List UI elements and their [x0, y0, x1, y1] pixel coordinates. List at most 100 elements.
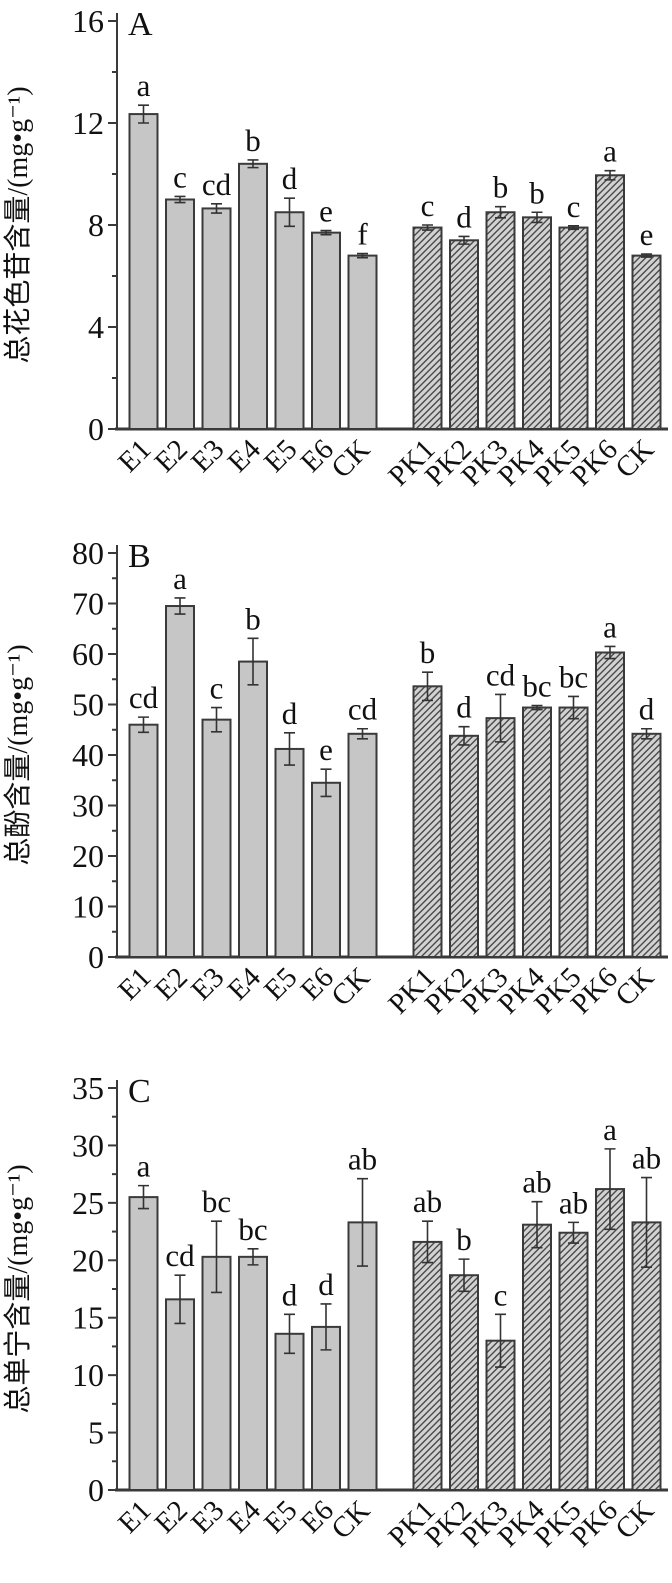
y-axis-label-A: 总花色苷含量/(mg•g⁻¹) [2, 86, 34, 363]
sig-letter-A-PK-PK4: b [529, 175, 545, 210]
bar-B-PK-PK3 [485, 717, 516, 959]
y-tick-label: 80 [72, 535, 104, 571]
y-tick-label: 50 [72, 687, 104, 723]
sig-letter-B-E-E6: e [319, 732, 333, 767]
sig-letter-C-PK-PK5: ab [559, 1185, 588, 1220]
sig-letter-A-PK-PK6: a [603, 134, 617, 169]
error-bar-A-E-E3 [211, 203, 222, 214]
error-bar-C-E-E2 [174, 1274, 186, 1325]
bar-B-PK-PK6 [595, 651, 625, 958]
sig-letter-A-E-E2: c [173, 159, 187, 194]
y-tick-label: 70 [72, 586, 104, 622]
sig-letter-B-E-E1: cd [129, 680, 159, 715]
error-bar-A-E-E6 [320, 229, 332, 236]
bar-B-PK-PK2 [449, 734, 479, 958]
error-bar-B-PK-PK4 [531, 704, 543, 711]
y-tick-label: 25 [72, 1185, 104, 1221]
bar-C-PK-PK4 [522, 1223, 552, 1492]
error-bar-C-E-CK [357, 1177, 368, 1267]
sig-letter-A-PK-PK5: c [567, 189, 581, 224]
x-label-C-E-CK: CK [325, 1494, 376, 1545]
bar-C-PK-PK6 [595, 1188, 625, 1492]
error-bar-C-PK-PK1 [422, 1220, 433, 1264]
error-bar-A-PK-PK1 [422, 224, 433, 231]
sig-letter-A-E-CK: f [357, 217, 368, 252]
bar-B-E-E5 [274, 747, 305, 958]
error-bar-A-PK-PK3 [495, 205, 506, 219]
sig-letter-B-E-CK: cd [348, 692, 378, 727]
sig-letter-C-E-E4: bc [238, 1212, 267, 1247]
panel-letter-A: A [128, 6, 153, 43]
y-tick-label: 30 [72, 1127, 104, 1163]
sig-letter-B-E-E2: a [173, 561, 187, 596]
bar-A-PK-PK2 [449, 239, 479, 430]
sig-letter-C-PK-PK4: ab [522, 1165, 551, 1200]
sig-letter-A-E-E1: a [137, 68, 151, 103]
y-tick-label: 30 [72, 788, 104, 824]
y-axis-B: 0 10 20 30 40 50 60 70 80 [72, 535, 668, 975]
bar-A-E-E6 [311, 231, 341, 430]
error-bar-C-PK-PK6 [604, 1148, 616, 1231]
sig-letter-C-PK-PK1: ab [413, 1184, 442, 1219]
sig-letter-A-E-E6: e [319, 194, 333, 229]
y-tick-label: 15 [72, 1300, 104, 1336]
sig-letter-C-E-E6: d [318, 1267, 334, 1302]
bar-B-PK-CK [631, 732, 662, 958]
y-tick-label: 10 [72, 889, 104, 925]
error-bar-C-PK-PK3 [495, 1313, 506, 1368]
error-bar-B-E-E5 [284, 731, 295, 766]
bar-B-E-E3 [201, 718, 232, 959]
bar-A-E-E4 [238, 162, 268, 431]
bar-C-PK-PK2 [449, 1274, 479, 1492]
sig-letter-C-E-CK: ab [348, 1142, 377, 1177]
bar-C-PK-PK5 [558, 1231, 589, 1491]
error-bar-A-E-CK [357, 252, 368, 259]
error-bar-B-E-E2 [174, 597, 186, 615]
sig-letter-A-E-E3: cd [202, 167, 232, 202]
bar-C-E-E6 [311, 1325, 341, 1491]
error-bar-A-PK-PK5 [568, 224, 579, 231]
x-label-B-E-CK: CK [325, 961, 376, 1012]
y-tick-label: 0 [88, 1472, 104, 1508]
error-bar-B-E-E6 [320, 768, 332, 798]
error-bar-A-E-E1 [138, 104, 149, 124]
y-tick-label: 20 [72, 1242, 104, 1278]
y-tick-label: 0 [88, 939, 104, 975]
sig-letter-C-E-E3: bc [202, 1184, 231, 1219]
bar-A-E-E3 [201, 207, 232, 430]
error-bar-B-PK-PK5 [568, 695, 579, 720]
bar-A-E-CK [347, 254, 378, 430]
sig-letter-C-PK-CK: ab [632, 1141, 661, 1176]
sig-letter-A-E-E5: d [282, 161, 298, 196]
error-bar-A-PK-PK6 [604, 169, 616, 181]
bar-B-PK-PK5 [558, 706, 589, 959]
bar-A-E-E1 [128, 113, 159, 430]
bar-C-E-E1 [128, 1196, 159, 1491]
error-bar-B-E-E1 [138, 716, 149, 734]
y-tick-label: 40 [72, 737, 104, 773]
error-bar-C-E-E4 [247, 1248, 259, 1266]
bar-B-E-CK [347, 732, 378, 958]
sig-letter-A-PK-PK1: c [421, 188, 435, 223]
sig-letter-A-E-E4: b [245, 123, 261, 158]
y-tick-label: 12 [72, 105, 104, 141]
bar-A-PK-PK1 [412, 226, 443, 430]
sig-letter-B-E-E4: b [245, 601, 261, 636]
bar-A-PK-PK5 [558, 226, 589, 430]
y-tick-label: 5 [88, 1415, 104, 1451]
error-bar-C-PK-PK5 [568, 1221, 579, 1244]
sig-letter-B-E-E5: d [282, 696, 298, 731]
bar-C-E-CK [347, 1221, 378, 1491]
sig-letter-B-PK-PK6: a [603, 609, 617, 644]
sig-letter-C-E-E2: cd [165, 1238, 195, 1273]
x-label-B-PK-CK: CK [609, 961, 660, 1012]
x-label-A-E-CK: CK [325, 433, 376, 484]
y-tick-label: 0 [88, 411, 104, 447]
